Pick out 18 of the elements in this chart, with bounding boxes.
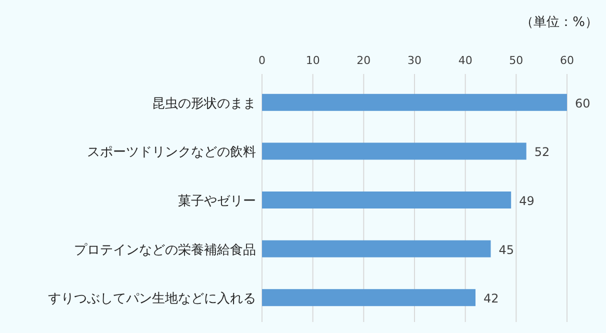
data-label: 49 [519,194,534,208]
y-tick-label: すりつぶしてパン生地などに入れる [48,292,256,307]
data-label: 52 [534,145,550,160]
data-label: 42 [484,292,499,306]
x-tick-label: 20 [356,54,371,67]
text: （単位：%） [520,15,598,30]
data-label: 45 [498,242,514,257]
y-tick-label: スポーツドリンクなどの飲料 [87,145,256,160]
y-tick-label: プロテインなどの栄養補給食品 [74,242,256,258]
data-label: 60 [575,96,590,110]
x-tick-label: 30 [408,54,422,67]
x-tick-label: 10 [306,54,320,67]
x-tick-label: 50 [509,54,524,67]
y-tick-label: 昆虫の形状のまま [152,96,256,112]
y-tick-label: 菓子やゼリー [178,194,256,209]
x-tick-label: 0 [258,54,266,67]
x-tick-label: 40 [458,54,472,67]
x-tick-label: 60 [560,54,574,67]
